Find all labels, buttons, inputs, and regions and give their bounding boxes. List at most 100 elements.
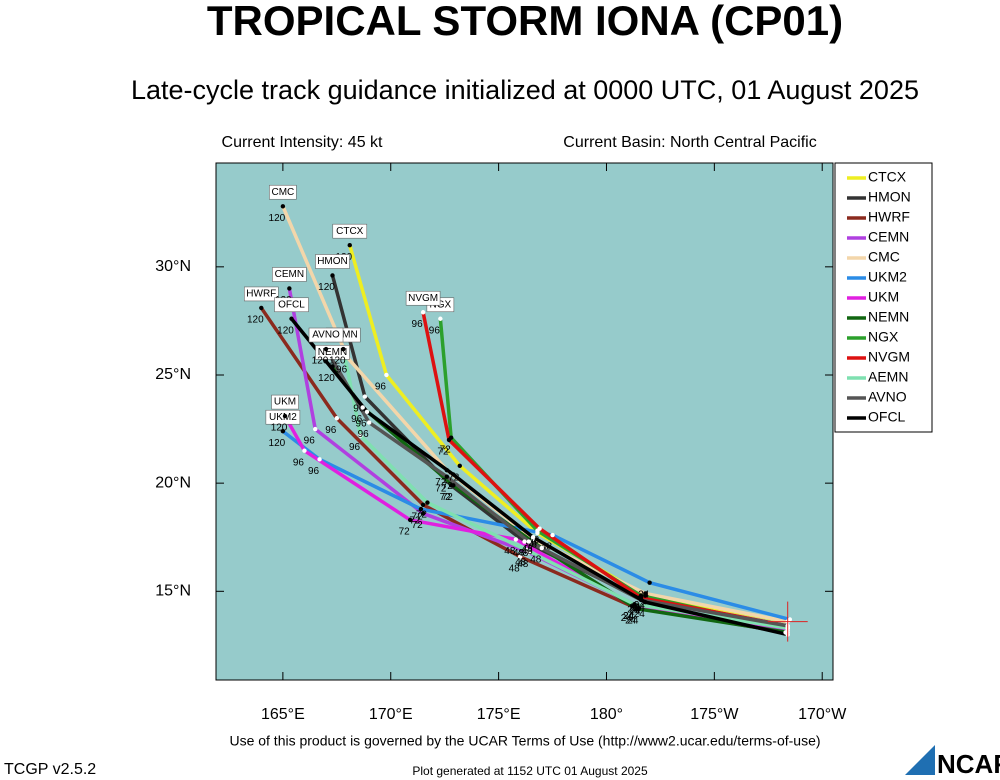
x-tick-label: 170°W xyxy=(798,706,847,723)
track-point xyxy=(323,346,329,352)
hour-label: 48 xyxy=(517,559,529,570)
hour-label: 72 xyxy=(399,527,411,538)
track-label: CEMN xyxy=(275,269,304,280)
track-label: NGX xyxy=(430,299,452,310)
hour-label: 120 xyxy=(247,315,264,326)
hour-label: 48 xyxy=(509,563,521,574)
track-point xyxy=(643,591,648,596)
track-point xyxy=(526,539,532,544)
hour-label: 72 xyxy=(440,492,452,503)
track-point xyxy=(384,372,389,378)
hour-label: 24 xyxy=(627,615,639,626)
hour-label: 24 xyxy=(634,600,646,611)
track-label-box xyxy=(315,254,350,269)
track-point xyxy=(530,535,536,540)
hour-label: 24 xyxy=(623,611,635,622)
hour-label: 96 xyxy=(353,403,365,414)
track xyxy=(324,348,789,628)
generated: Plot generated at 1152 UTC 01 August 202… xyxy=(412,764,648,778)
hour-label: 24 xyxy=(638,589,650,600)
hour-label: 24 xyxy=(621,613,633,624)
hour-label: 72 xyxy=(435,477,447,488)
logo: NCAR xyxy=(937,749,1000,779)
track-point xyxy=(362,394,368,399)
legend-label: AEMN xyxy=(868,369,908,385)
track-point xyxy=(524,548,529,553)
hour-label: 72 xyxy=(416,509,428,520)
hour-label: 120 xyxy=(271,423,288,434)
hour-label: 48 xyxy=(522,544,534,555)
hour-label: 24 xyxy=(629,607,641,618)
hour-label: 48 xyxy=(504,546,516,557)
track-point xyxy=(638,597,644,603)
hour-label: 72 xyxy=(412,511,424,522)
hour-label: 72 xyxy=(442,492,454,503)
track-point xyxy=(451,483,456,488)
hour-label: 120 xyxy=(269,438,286,449)
legend-label: NGX xyxy=(868,329,899,345)
legend-label: CTCX xyxy=(868,169,907,185)
track-label-box xyxy=(269,184,297,200)
hour-label: 120 xyxy=(269,213,286,224)
track-point xyxy=(457,463,462,469)
track-point xyxy=(539,545,544,551)
chart-title: TROPICAL STORM IONA (CP01) xyxy=(207,0,843,44)
hour-label: 120 xyxy=(318,282,335,293)
track-point xyxy=(643,599,648,605)
track-label: NEMN xyxy=(318,347,347,358)
track-label-box xyxy=(265,409,301,425)
track-point xyxy=(537,526,542,531)
legend-label: CMC xyxy=(868,249,900,265)
track-point xyxy=(787,617,793,622)
track-label: NVGM xyxy=(408,293,438,304)
legend-label: HMON xyxy=(868,189,911,205)
hour-label: 72 xyxy=(435,483,447,494)
track-point xyxy=(647,580,652,585)
x-tick-label: 180° xyxy=(590,706,623,723)
track-point xyxy=(446,437,452,443)
track-point xyxy=(517,554,523,559)
legend-label: HWRF xyxy=(868,209,910,225)
hour-label: 48 xyxy=(528,535,540,546)
hour-label: 48 xyxy=(526,540,538,551)
track-point xyxy=(330,273,335,278)
track-point xyxy=(358,433,363,438)
track-point xyxy=(407,517,413,523)
track-point xyxy=(347,243,352,248)
track-point xyxy=(317,457,322,462)
y-tick-label: 15°N xyxy=(155,583,191,600)
track xyxy=(348,244,789,624)
track-point xyxy=(438,316,443,321)
hour-label: 96 xyxy=(304,436,316,447)
hour-label: 120 xyxy=(318,373,335,384)
map-area xyxy=(215,162,834,681)
logo-mark xyxy=(905,745,935,775)
hour-label: 72 xyxy=(442,481,454,492)
track-point xyxy=(366,420,372,425)
hour-label: 24 xyxy=(625,615,637,626)
track-label-box xyxy=(271,394,299,410)
track-point xyxy=(425,500,430,505)
track-label: UKM2 xyxy=(269,412,297,423)
track-point xyxy=(550,532,555,538)
hour-label: 96 xyxy=(336,364,348,375)
track-point xyxy=(287,286,292,291)
hour-label: 96 xyxy=(358,429,370,440)
hour-label: 48 xyxy=(513,548,525,559)
chart-subtitle: Late-cycle track guidance initialized at… xyxy=(131,75,919,105)
hour-label: 72 xyxy=(437,447,449,458)
hour-label: 96 xyxy=(351,414,363,425)
track-label: HMON xyxy=(317,256,348,267)
track-label-box xyxy=(332,223,368,239)
x-tick-label: 175°E xyxy=(477,706,521,723)
track-point xyxy=(632,602,637,607)
track-point xyxy=(289,316,294,321)
track xyxy=(290,317,789,637)
track-point xyxy=(444,474,450,479)
track-point xyxy=(280,204,286,209)
track-point xyxy=(420,511,426,516)
y-tick-label: 30°N xyxy=(155,258,191,275)
hour-label: 96 xyxy=(412,319,424,330)
hour-label: 96 xyxy=(293,457,305,468)
